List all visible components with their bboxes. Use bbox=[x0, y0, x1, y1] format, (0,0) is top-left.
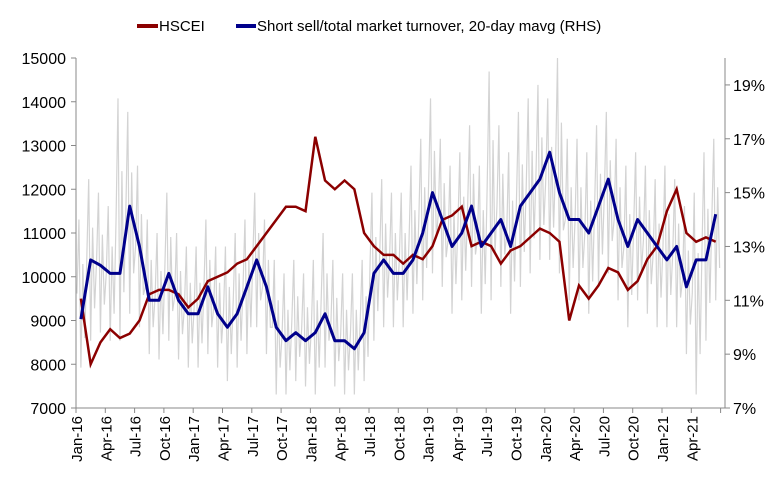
axes: 7000 8000 9000 10000 11000 12000 13000 14000 150… bbox=[22, 51, 766, 462]
left-tick-label: 9000 bbox=[30, 314, 66, 331]
x-tick-label: Oct-20 bbox=[626, 416, 643, 461]
x-tick-label: Apr-16 bbox=[98, 416, 115, 461]
right-tick-label: 13% bbox=[733, 239, 765, 256]
daily-short-sell-line bbox=[76, 57, 721, 395]
left-tick-label: 12000 bbox=[22, 182, 67, 199]
x-tick-label: Oct-19 bbox=[509, 416, 526, 461]
x-tick-label: Apr-20 bbox=[567, 416, 584, 461]
left-tick-label: 15000 bbox=[22, 51, 67, 68]
right-tick-label: 17% bbox=[733, 132, 765, 149]
x-tick-label: Oct-17 bbox=[274, 416, 291, 461]
x-tick-label: Jan-16 bbox=[69, 416, 86, 462]
x-tick-label: Oct-18 bbox=[391, 416, 408, 461]
left-tick-label: 11000 bbox=[23, 226, 66, 243]
x-tick-label: Jan-19 bbox=[421, 416, 438, 462]
left-tick-label: 10000 bbox=[22, 270, 67, 287]
x-tick-label: Jan-21 bbox=[655, 416, 672, 462]
short-sell-line bbox=[79, 150, 718, 351]
x-tick-label: Jan-18 bbox=[303, 416, 320, 462]
right-tick-label: 9% bbox=[733, 347, 756, 364]
x-tick-label: Jan-17 bbox=[186, 416, 203, 462]
x-tick-label: Oct-16 bbox=[157, 416, 174, 461]
x-tick-label: Jan-20 bbox=[538, 416, 555, 462]
legend: HSCEI Short sell/total market turnover, … bbox=[137, 18, 601, 35]
right-tick-label: 19% bbox=[733, 78, 765, 95]
x-tick-label: Apr-21 bbox=[684, 416, 701, 461]
left-tick-label: 7000 bbox=[30, 401, 66, 418]
right-tick-label: 15% bbox=[733, 186, 765, 203]
x-tick-label: Jul-17 bbox=[245, 416, 262, 457]
left-tick-label: 13000 bbox=[22, 139, 67, 156]
x-tick-label: Apr-19 bbox=[450, 416, 467, 461]
x-tick-label: Jul-19 bbox=[479, 416, 496, 457]
x-tick-label: Apr-18 bbox=[333, 416, 350, 461]
left-tick-label: 14000 bbox=[22, 95, 67, 112]
x-tick-label: Jul-16 bbox=[128, 416, 145, 457]
x-tick-label: Jul-18 bbox=[362, 416, 379, 457]
right-tick-label: 11% bbox=[733, 293, 764, 310]
left-tick-label: 8000 bbox=[30, 357, 66, 374]
series-daily-short-sell bbox=[76, 57, 721, 395]
x-tick-label: Apr-17 bbox=[216, 416, 233, 461]
legend-label-hscei: HSCEI bbox=[159, 18, 205, 35]
x-tick-label: Jul-20 bbox=[596, 416, 613, 457]
legend-label-short-sell: Short sell/total market turnover, 20-day… bbox=[257, 18, 601, 35]
right-tick-label: 7% bbox=[733, 401, 756, 418]
hscei-line bbox=[79, 136, 717, 369]
